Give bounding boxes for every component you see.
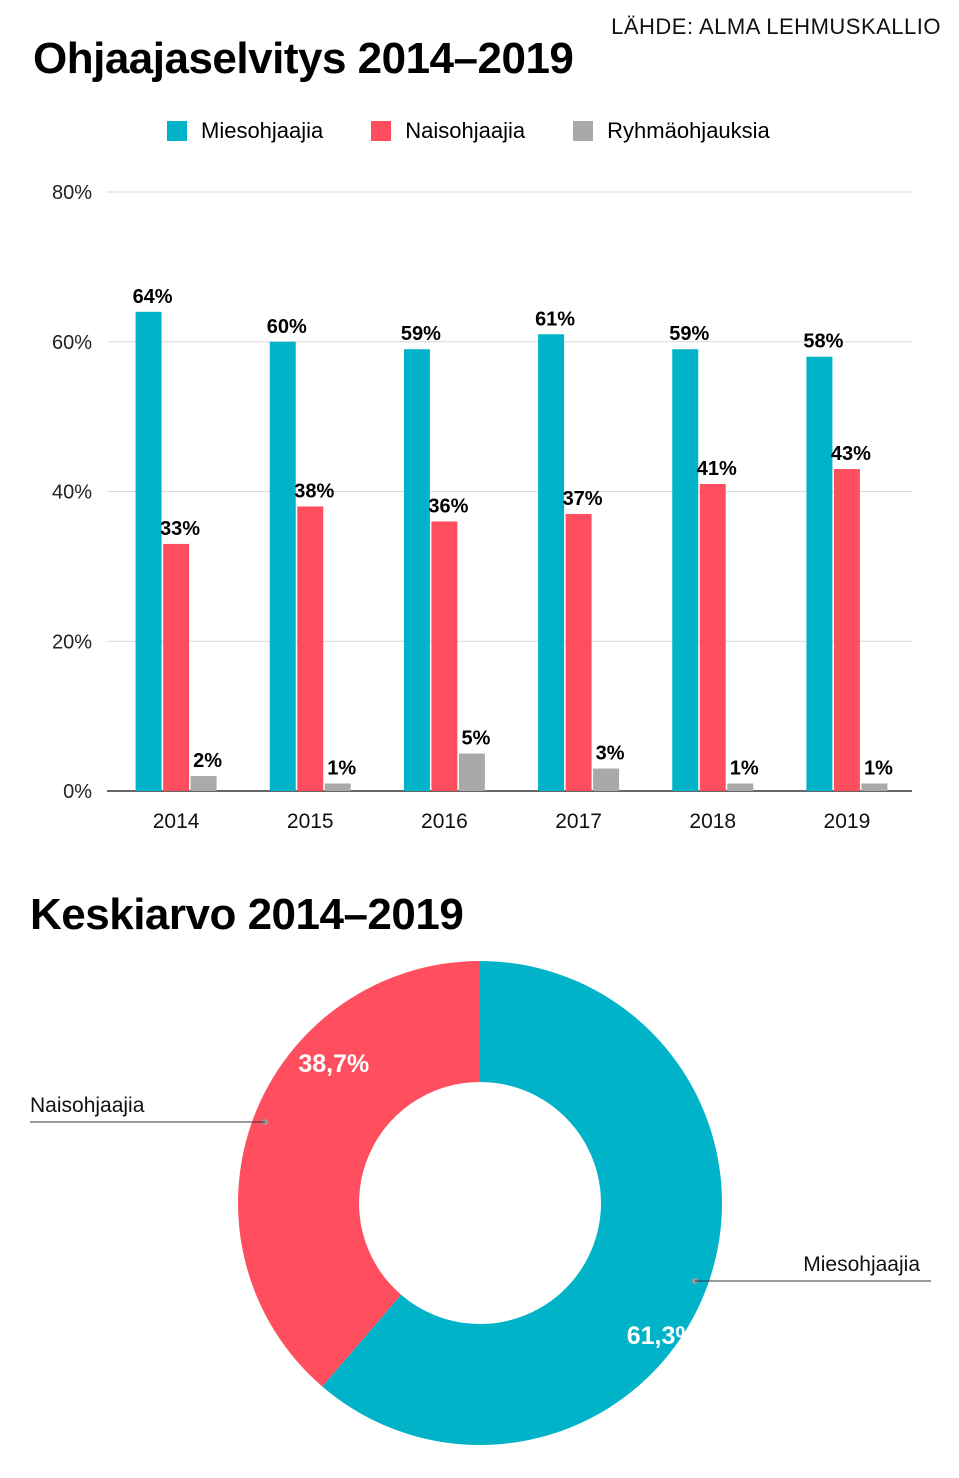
legend-label-group: Ryhmäohjauksia	[607, 118, 770, 143]
y-tick-label: 60%	[52, 332, 92, 354]
data-label-female: 41%	[697, 458, 737, 480]
data-label-female: 33%	[160, 518, 200, 540]
data-label-group: 1%	[327, 758, 356, 780]
bar-male	[672, 349, 699, 791]
y-tick-label: 0%	[63, 781, 92, 803]
bar-male	[135, 311, 162, 791]
data-label-female: 37%	[563, 488, 603, 510]
y-tick-label: 80%	[52, 182, 92, 204]
bar-chart-title: Ohjaajaselvitys 2014–2019	[33, 34, 574, 83]
data-label-male: 60%	[267, 316, 307, 338]
bar-group	[458, 753, 485, 791]
legend-item-male: Miesohjaajia	[167, 118, 323, 144]
pie-chart-title: Keskiarvo 2014–2019	[30, 890, 464, 939]
legend-item-female: Naisohjaajia	[371, 118, 525, 144]
x-tick-label: 2014	[153, 810, 200, 833]
legend-swatch-group	[573, 121, 594, 141]
data-label-female: 38%	[294, 480, 334, 502]
x-tick-label: 2015	[287, 810, 334, 833]
x-tick-label: 2016	[421, 810, 468, 833]
donut-slice-male	[322, 961, 722, 1445]
data-label-group: 1%	[864, 758, 893, 780]
slice-name-label-female: Naisohjaajia	[30, 1094, 145, 1117]
data-label-male: 58%	[803, 331, 843, 353]
data-label-male: 61%	[535, 308, 575, 330]
bar-group	[324, 783, 351, 791]
bar-female	[699, 484, 726, 791]
data-label-group: 5%	[461, 728, 490, 750]
bar-male	[538, 334, 565, 791]
data-label-male: 59%	[669, 323, 709, 345]
data-label-group: 2%	[193, 750, 222, 772]
x-tick-label: 2018	[689, 810, 736, 833]
legend-swatch-male	[167, 121, 187, 141]
bar-male	[403, 349, 430, 791]
x-tick-label: 2019	[824, 810, 871, 833]
bar-male	[806, 356, 833, 791]
source-note: LÄHDE: ALMA LEHMUSKALLIO	[611, 14, 941, 39]
bar-chart: 0% 20% 40% 60% 80% 2014 64% 33% 2% 2015 60% 38% 1% 20…	[52, 182, 912, 833]
bar-female	[297, 506, 324, 791]
slice-value-label-female: 38,7%	[298, 1050, 369, 1078]
data-label-group: 1%	[730, 758, 759, 780]
bar-male	[269, 341, 296, 791]
legend: Miesohjaajia Naisohjaajia Ryhmäohjauksia	[167, 118, 818, 144]
data-label-female: 43%	[831, 443, 871, 465]
legend-item-group: Ryhmäohjauksia	[573, 118, 770, 144]
slice-name-label-male: Miesohjaajia	[803, 1253, 920, 1276]
legend-label-female: Naisohjaajia	[405, 118, 526, 143]
donut-slice-female	[238, 961, 480, 1387]
y-tick-label: 20%	[52, 631, 92, 653]
bar-female	[163, 543, 190, 791]
bar-group	[861, 783, 888, 791]
bar-group	[190, 776, 217, 791]
data-label-male: 59%	[401, 323, 441, 345]
legend-swatch-female	[371, 121, 392, 141]
data-label-group: 3%	[596, 743, 625, 765]
bar-female	[565, 513, 592, 791]
data-label-male: 64%	[133, 286, 173, 308]
x-tick-label: 2017	[555, 810, 602, 833]
bar-female	[431, 521, 458, 791]
slice-value-label-male: 61,3%	[627, 1322, 698, 1350]
bar-female	[833, 469, 860, 791]
bar-group	[593, 768, 620, 791]
bar-group	[727, 783, 754, 791]
data-label-female: 36%	[428, 495, 468, 517]
y-tick-label: 40%	[52, 482, 92, 504]
legend-label-male: Miesohjaajia	[201, 118, 324, 143]
